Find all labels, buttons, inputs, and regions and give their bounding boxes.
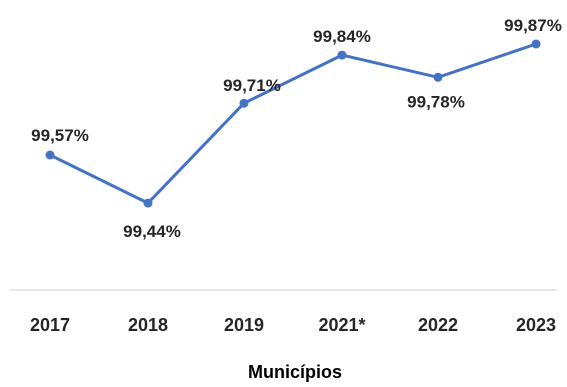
data-points (45, 39, 541, 208)
data-labels: 99,57% 99,44% 99,71% 99,84% 99,78% 99,87% (31, 16, 562, 241)
x-tick-label-2023: 2023 (516, 315, 556, 335)
x-tick-label-2018: 2018 (128, 315, 168, 335)
data-point-2017 (45, 150, 55, 160)
data-point-2018 (143, 198, 153, 208)
data-label-2018: 99,44% (123, 222, 181, 241)
data-label-2023: 99,87% (504, 16, 562, 35)
series-line (48, 42, 538, 205)
x-tick-label-2017: 2017 (30, 315, 70, 335)
data-label-2017: 99,57% (31, 126, 89, 145)
data-label-2019: 99,71% (223, 76, 281, 95)
data-label-2021*: 99,84% (313, 27, 371, 46)
x-tick-labels: 2017 2018 2019 2021* 2022 2023 (30, 315, 556, 335)
x-axis-title: Municípios (248, 362, 342, 382)
x-tick-label-2019: 2019 (224, 315, 264, 335)
x-tick-label-2022: 2022 (418, 315, 458, 335)
data-point-2021* (337, 50, 347, 60)
x-tick-label-2021*: 2021* (318, 315, 365, 335)
data-point-2023 (531, 39, 541, 49)
data-label-2022: 99,78% (407, 92, 465, 111)
data-point-2022 (433, 72, 443, 82)
data-point-2019 (239, 98, 249, 108)
